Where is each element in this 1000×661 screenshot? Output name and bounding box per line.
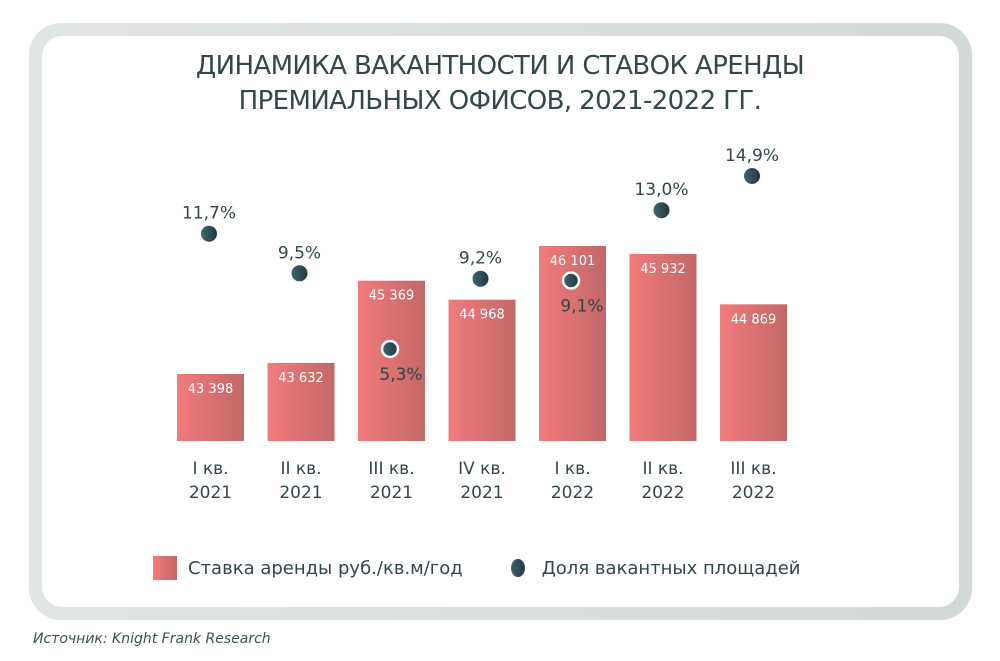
bar-value-label: 43 632 [278, 371, 324, 386]
vacancy-dot [561, 271, 581, 290]
source-note: Источник: Knight Frank Research [33, 631, 271, 647]
vacancy-value-label: 13,0% [634, 180, 688, 200]
vacancy-dot [744, 168, 760, 184]
legend-label-vacancy: Доля вакантных площадей [541, 557, 801, 579]
vacancy-value-label: 11,7% [182, 204, 236, 224]
bar-value-label: 46 101 [550, 254, 596, 269]
bar [267, 362, 335, 441]
x-axis-tick-labels: I кв. 2021 II кв. 2021 III кв. 2021 IV кв. 2021… [189, 459, 777, 503]
bar [629, 254, 697, 441]
bar [177, 374, 244, 441]
x-tick-label-year: 2021 [460, 483, 503, 503]
x-tick-label-year: 2021 [189, 483, 232, 503]
bar-swatch-icon [153, 556, 177, 580]
x-tick-label-year: 2021 [370, 483, 413, 503]
legend-label-rent: Ставка аренды руб./кв.м/год [188, 557, 463, 579]
legend-item-rent: Ставка аренды руб./кв.м/год [153, 556, 463, 580]
vacancy-dot [653, 202, 670, 219]
vacancy-dot [201, 225, 217, 242]
bar [720, 304, 787, 441]
x-tick-label-year: 2022 [641, 483, 684, 503]
x-tick-label-year: 2022 [732, 483, 775, 503]
vacancy-series: 11,7% 9,5% 5,3% 9,2% 9,1% 13,0% 14,9% [182, 146, 779, 385]
x-tick-label-quarter: IV кв. [458, 459, 506, 479]
x-tick-label-quarter: II кв. [642, 459, 683, 479]
legend-item-vacancy: Доля вакантных площадей [510, 557, 801, 579]
legend: Ставка аренды руб./кв.м/год Доля вакантн… [153, 554, 801, 582]
bar [448, 299, 516, 441]
bar-value-label: 43 398 [188, 382, 234, 397]
x-tick-label-quarter: II кв. [280, 459, 321, 479]
bar [358, 280, 425, 441]
x-tick-label-year: 2022 [551, 483, 594, 503]
vacancy-dot [380, 339, 400, 359]
x-tick-label-quarter: I кв. [192, 459, 228, 479]
bar-value-label: 44 869 [731, 312, 777, 327]
chart-title-line-1: ДИНАМИКА ВАКАНТНОСТИ И СТАВОК АРЕНДЫ [195, 51, 805, 81]
dot-marker-icon [510, 559, 525, 577]
x-tick-label-quarter: I кв. [554, 459, 590, 479]
x-tick-label-quarter: III кв. [368, 459, 414, 479]
vacancy-value-label: 14,9% [725, 146, 779, 166]
bar-series: 43 398 43 632 45 369 44 968 46 101 45 932 44 8… [177, 246, 787, 441]
x-tick-label-year: 2021 [279, 483, 322, 503]
chart-title: ДИНАМИКА ВАКАНТНОСТИ И СТАВОК АРЕНДЫ ПРЕ… [0, 49, 1000, 119]
vacancy-dot [472, 270, 489, 287]
bar-value-label: 44 968 [459, 308, 505, 323]
bar-value-label: 45 369 [369, 289, 415, 304]
vacancy-value-label: 9,5% [278, 243, 321, 263]
chart-title-line-2: ПРЕМИАЛЬНЫХ ОФИСОВ, 2021-2022 ГГ. [238, 86, 762, 116]
bar-value-label: 45 932 [640, 262, 686, 277]
vacancy-value-label: 9,2% [459, 249, 502, 269]
vacancy-value-label: 9,1% [560, 297, 603, 317]
x-tick-label-quarter: III кв. [730, 459, 776, 479]
vacancy-dot [291, 265, 308, 282]
vacancy-value-label: 5,3% [379, 365, 422, 385]
